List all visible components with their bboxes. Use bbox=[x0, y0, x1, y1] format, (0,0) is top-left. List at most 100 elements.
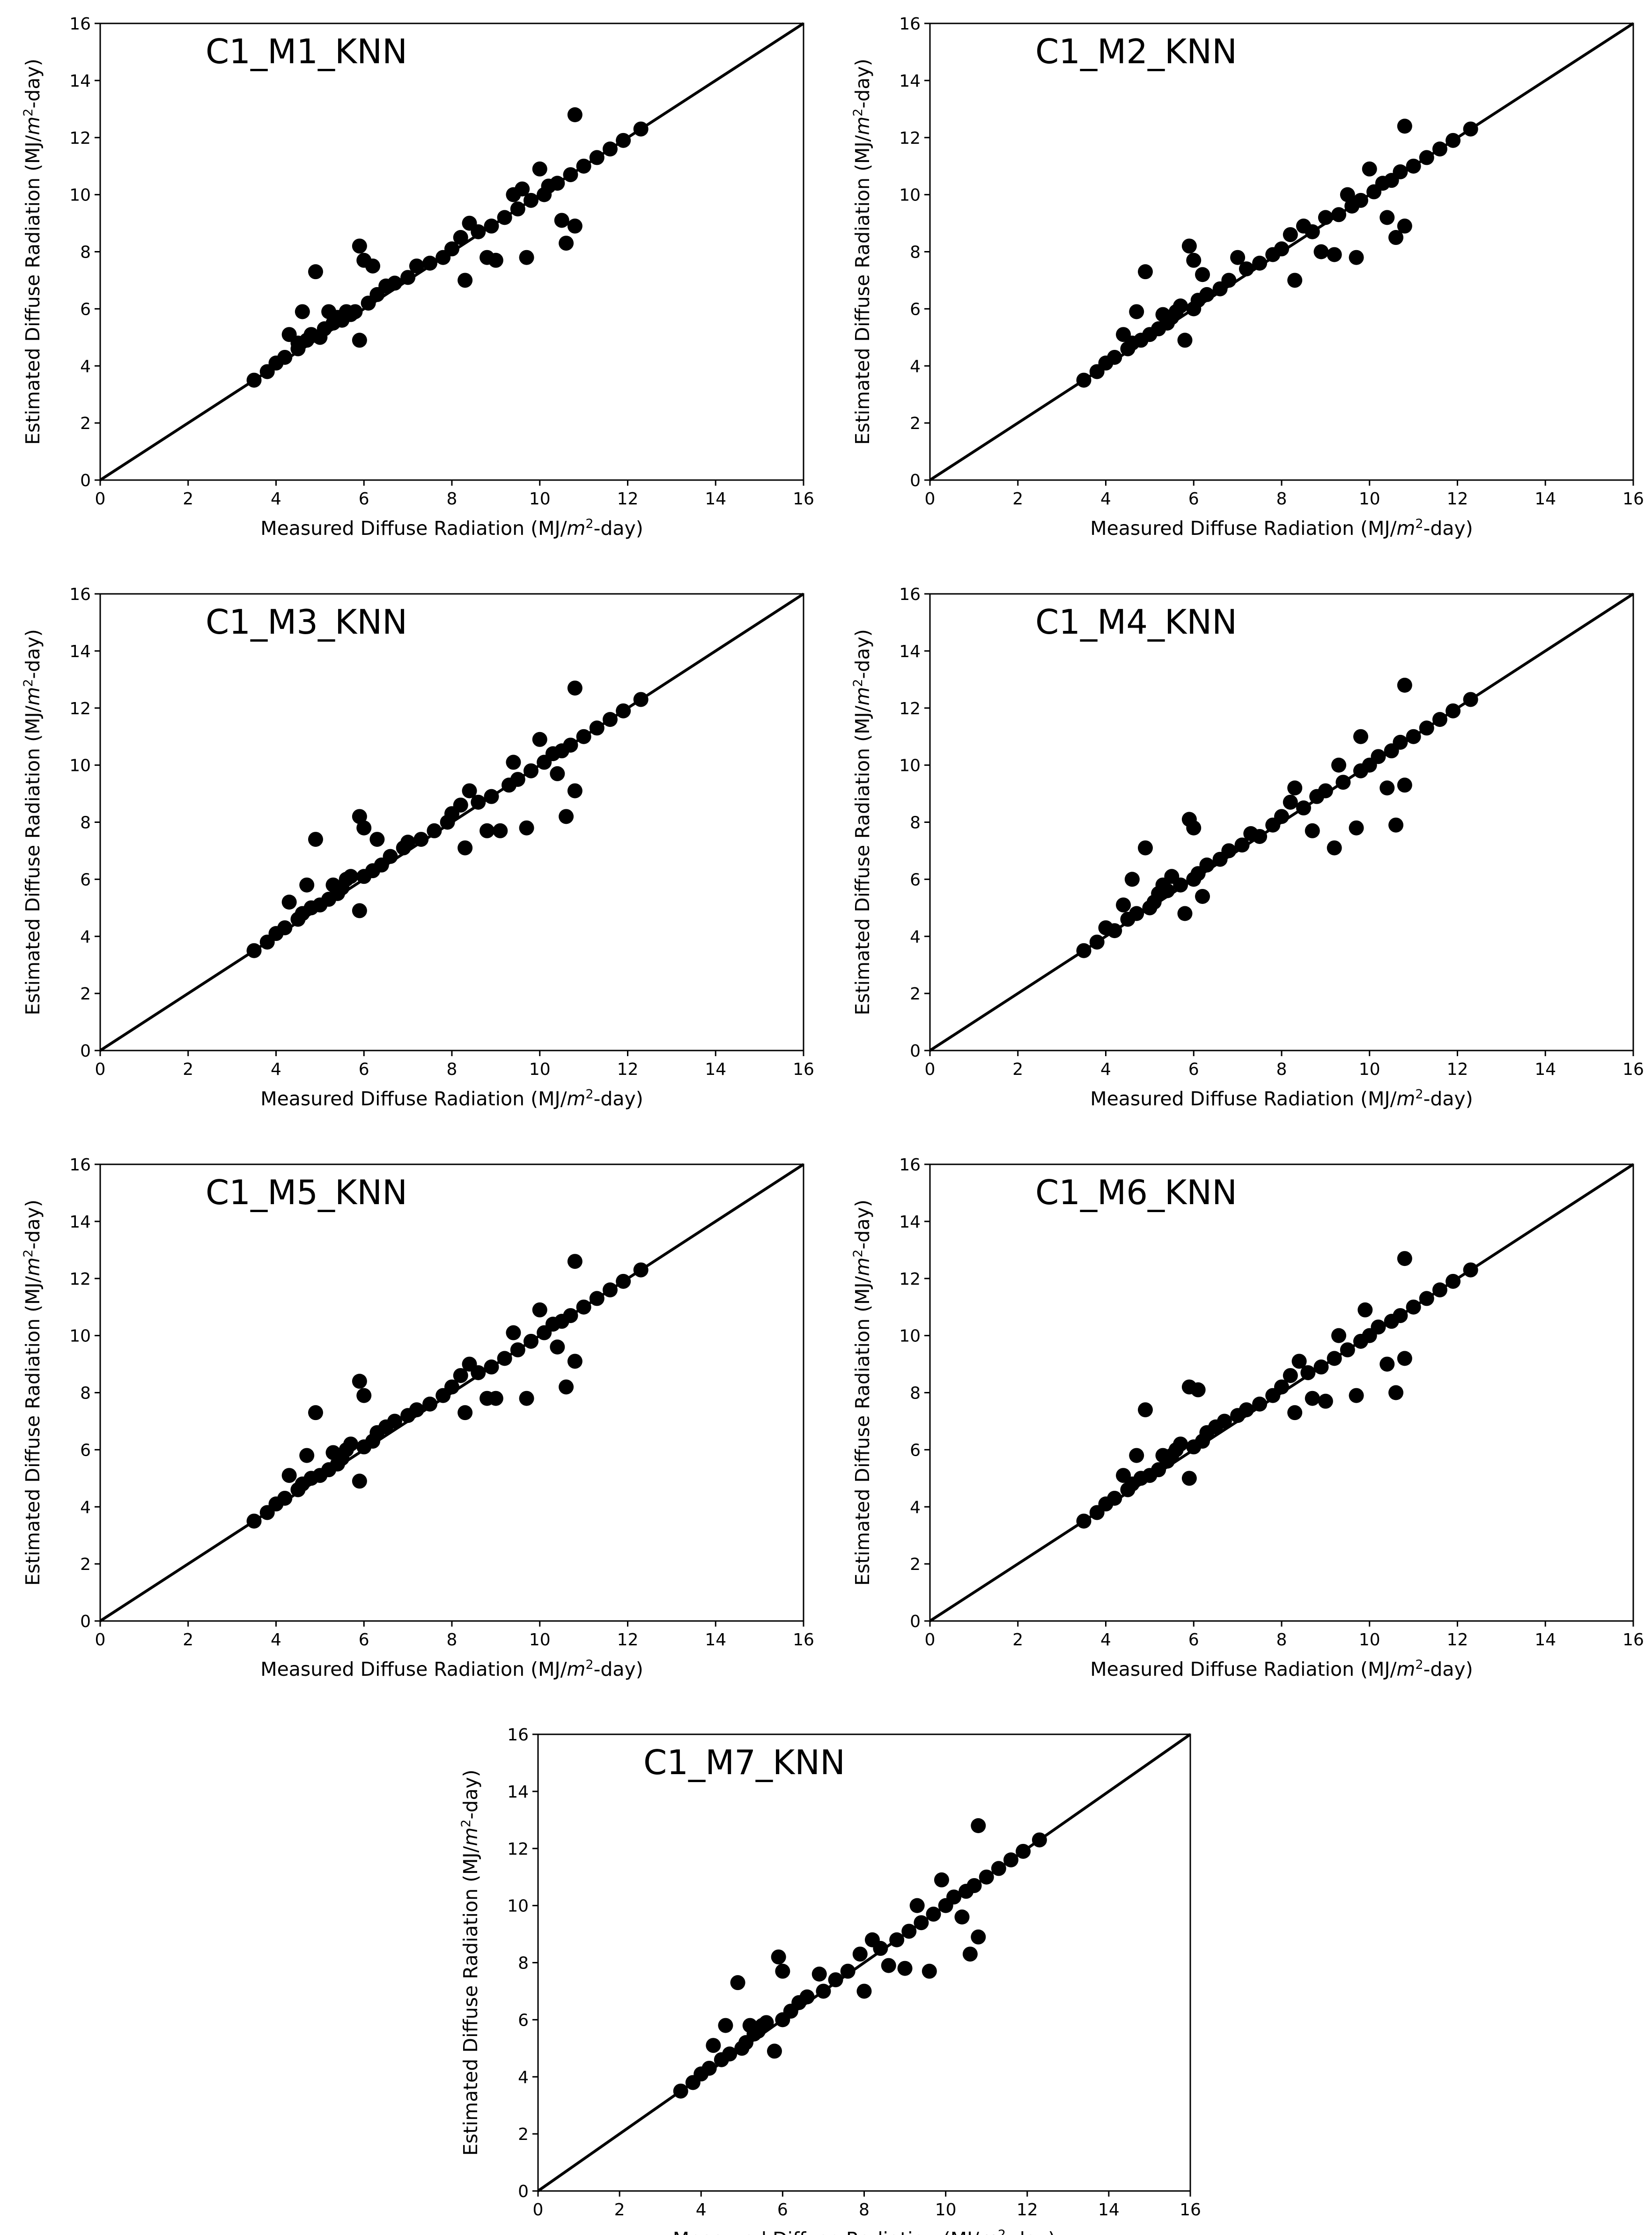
y-tick-label: 16 bbox=[69, 15, 91, 34]
y-tick-label: 12 bbox=[899, 129, 921, 148]
data-point bbox=[299, 1448, 315, 1463]
data-point bbox=[1446, 703, 1461, 718]
x-tick-label: 0 bbox=[925, 489, 936, 509]
data-point bbox=[1129, 304, 1144, 319]
y-axis-label: Estimated Diffuse Radiation (MJ/m2-day) bbox=[851, 59, 874, 444]
y-tick-label: 4 bbox=[518, 2068, 529, 2087]
scatter-panel-3: 0 2 4 6 8 10 12 14 16 0 2 4 6 8 10 12 14 16 Measured Diffu… bbox=[21, 585, 814, 1110]
data-point bbox=[281, 1468, 297, 1483]
y-tick-label: 14 bbox=[507, 1783, 529, 1802]
data-point bbox=[352, 1473, 367, 1489]
data-point bbox=[701, 2060, 717, 2076]
x-tick-label: 2 bbox=[1012, 1630, 1023, 1650]
data-point bbox=[471, 794, 486, 810]
identity-line bbox=[537, 1733, 1191, 2192]
data-point bbox=[1393, 164, 1408, 179]
data-point bbox=[1313, 244, 1329, 259]
data-point bbox=[523, 763, 538, 778]
data-point bbox=[1371, 749, 1386, 764]
x-tick-label: 2 bbox=[183, 489, 193, 509]
data-point bbox=[1362, 161, 1377, 177]
data-point bbox=[901, 1924, 917, 1939]
data-point bbox=[567, 1354, 583, 1369]
data-point bbox=[1300, 1365, 1316, 1380]
data-point bbox=[1419, 150, 1434, 165]
data-point bbox=[453, 797, 468, 813]
data-point bbox=[1305, 1391, 1320, 1406]
data-point bbox=[816, 1983, 831, 1999]
data-point bbox=[1129, 1448, 1144, 1463]
data-point bbox=[1388, 1385, 1404, 1400]
x-tick-label: 12 bbox=[1017, 2200, 1038, 2220]
data-point bbox=[479, 823, 495, 838]
data-point bbox=[1327, 1351, 1342, 1366]
y-axis-label: Estimated Diffuse Radiation (MJ/m2-day) bbox=[21, 629, 44, 1015]
data-point bbox=[897, 1961, 913, 1976]
x-tick-label: 2 bbox=[1012, 1060, 1023, 1079]
data-point bbox=[1076, 372, 1092, 388]
data-point bbox=[1252, 255, 1268, 271]
x-tick-label: 0 bbox=[95, 489, 106, 509]
y-tick-label: 14 bbox=[69, 72, 91, 91]
x-axis-label: Measured Diffuse Radiation (MJ/m2-day) bbox=[260, 1658, 643, 1681]
scatter-panel-4: 0 2 4 6 8 10 12 14 16 0 2 4 6 8 10 12 14 16 Measured Diffu… bbox=[851, 585, 1644, 1110]
data-point bbox=[1340, 1342, 1355, 1358]
scatter-panel-6: 0 2 4 6 8 10 12 14 16 0 2 4 6 8 10 12 14 16 Measured Diffu… bbox=[851, 1155, 1644, 1680]
data-point bbox=[1291, 1354, 1307, 1369]
data-point bbox=[510, 772, 525, 787]
y-axis-label: Estimated Diffuse Radiation (MJ/m2-day) bbox=[851, 629, 874, 1015]
data-point bbox=[488, 252, 503, 268]
data-point bbox=[497, 210, 512, 225]
x-tick-label: 6 bbox=[777, 2200, 788, 2220]
x-tick-label: 4 bbox=[271, 1630, 281, 1650]
x-axis-label: Measured Diffuse Radiation (MJ/m2-day) bbox=[260, 1087, 643, 1110]
x-tick-label: 14 bbox=[705, 1630, 726, 1650]
data-point bbox=[356, 1388, 372, 1403]
y-tick-label: 8 bbox=[910, 814, 921, 833]
data-point bbox=[1107, 349, 1122, 365]
data-point bbox=[1137, 840, 1153, 856]
data-point bbox=[471, 224, 486, 239]
data-point bbox=[1252, 829, 1268, 844]
x-tick-label: 10 bbox=[1359, 1060, 1380, 1079]
data-point bbox=[550, 766, 565, 781]
data-point bbox=[457, 1405, 473, 1421]
data-point bbox=[1397, 1351, 1412, 1366]
y-tick-label: 16 bbox=[69, 1155, 91, 1175]
data-point bbox=[1287, 780, 1303, 796]
data-point bbox=[550, 176, 565, 191]
data-point bbox=[1432, 141, 1447, 157]
data-point bbox=[962, 1946, 978, 1962]
data-point bbox=[1419, 1291, 1434, 1306]
y-tick-label: 0 bbox=[910, 471, 921, 490]
data-point bbox=[1318, 210, 1333, 225]
y-tick-label: 2 bbox=[910, 1555, 921, 1574]
data-point bbox=[488, 1391, 503, 1406]
y-tick-label: 6 bbox=[910, 1441, 921, 1460]
data-point bbox=[1181, 1471, 1197, 1486]
data-point bbox=[775, 1963, 790, 1979]
x-tick-label: 8 bbox=[447, 1060, 457, 1079]
data-point bbox=[1252, 1396, 1268, 1412]
data-point bbox=[1397, 1251, 1412, 1266]
data-point bbox=[519, 250, 534, 265]
y-axis-label: Estimated Diffuse Radiation (MJ/m2-day) bbox=[459, 1769, 482, 2155]
data-point bbox=[532, 1302, 547, 1317]
x-tick-label: 14 bbox=[1534, 1630, 1556, 1650]
data-point bbox=[409, 1402, 424, 1418]
x-axis-label: Measured Diffuse Radiation (MJ/m2-day) bbox=[1090, 517, 1473, 540]
x-tick-label: 4 bbox=[1100, 489, 1111, 509]
data-point bbox=[1353, 192, 1368, 208]
data-point bbox=[246, 372, 262, 388]
data-point bbox=[1173, 298, 1188, 314]
y-tick-label: 10 bbox=[899, 1327, 921, 1346]
y-tick-label: 12 bbox=[899, 1270, 921, 1289]
x-tick-label: 2 bbox=[614, 2200, 625, 2220]
y-tick-label: 10 bbox=[899, 756, 921, 776]
data-point bbox=[1274, 809, 1289, 824]
y-tick-label: 10 bbox=[69, 186, 91, 205]
data-point bbox=[515, 181, 530, 197]
data-point bbox=[1181, 238, 1197, 254]
x-tick-label: 16 bbox=[1622, 1060, 1644, 1079]
data-point bbox=[1313, 1359, 1329, 1375]
